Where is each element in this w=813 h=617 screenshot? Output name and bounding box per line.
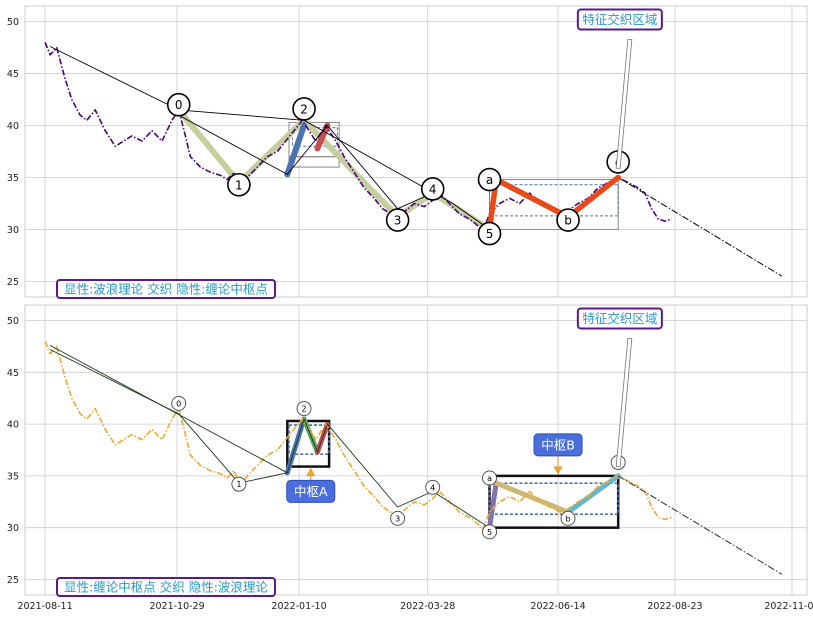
plot-frame [24,5,808,298]
series-line [44,341,672,531]
wave-label-circle [420,177,445,201]
y-tick-label: 30 [7,225,19,236]
wave-label-circle [390,510,406,526]
wave-label: 5 [486,227,494,241]
plot-frame [24,304,808,596]
wave-label: 1 [235,178,243,192]
wave-label-circle [171,395,187,411]
wave-label-circle [477,167,502,192]
wave-label-circle [477,221,502,246]
y-tick-label: 35 [7,471,19,482]
wave-label: a [487,474,492,483]
panel-top: 253035404550012345abc特征交织区域显性:波浪理论 交织 隐性… [7,5,808,299]
x-tick-label: 2022-03-28 [400,601,455,612]
caption-box [56,577,276,597]
zhongshu-arrow-head [553,466,563,475]
y-tick-label: 50 [7,316,19,327]
wave-label: 4 [430,483,435,492]
wave-label: b [566,514,571,523]
y-tick-label: 45 [7,368,19,379]
wave-label-circle [231,476,247,492]
x-tick-label: 2022-11-01 [764,601,813,612]
wave-label-circle [292,97,316,121]
y-tick-label: 40 [7,121,19,132]
wave-label-circle [425,479,441,495]
wave-label-circle [166,92,191,117]
wave-label: 3 [395,514,400,523]
x-tick-label: 2022-01-10 [271,601,326,612]
y-tick-label: 25 [7,277,19,288]
series-line [617,475,783,575]
wave-label: 0 [176,399,181,408]
panel-bottom: 253035404550012345abc中枢A中枢B特征交织区域显性:缠论中枢… [7,304,813,612]
zhongshu-box [489,179,619,230]
plot-background [25,6,807,297]
y-tick-label: 50 [7,17,19,28]
y-tick-label: 35 [7,173,19,184]
annotation-arrow [615,338,633,468]
series-line [49,349,288,484]
zhongshu-label: 中枢A [294,484,328,499]
series-line [617,177,783,277]
wave-segment [565,473,621,515]
wave-segment [493,480,571,515]
x-tick-label: 2021-10-29 [149,601,204,612]
wave-label: 0 [175,98,183,112]
zhongshu-arrow-head [306,468,316,476]
wave-label: 1 [236,480,241,489]
wave-segment [487,480,499,531]
caption-box [56,279,276,299]
wave-label: b [564,214,572,228]
y-tick-label: 40 [7,420,19,431]
wave-label-circle [227,172,251,197]
annotation-box [576,8,663,31]
annotation-label: 特征交织区域 [582,12,657,27]
wave-label: 3 [394,214,402,228]
annotation-label: 特征交织区域 [582,311,657,326]
zhongshu-label-box [533,433,583,457]
annotation-box [576,307,663,330]
y-tick-label: 30 [7,523,19,534]
wave-label-circle [482,524,497,540]
wave-label-circle [560,510,576,526]
x-tick-label: 2021-08-11 [17,601,72,612]
plot-background [25,305,807,595]
abc-wave [486,174,621,233]
x-tick-label: 2022-08-23 [647,601,702,612]
wave-segment [175,106,242,186]
zhongshu-box [286,419,331,468]
annotation-arrow [615,39,633,169]
wave-label: 2 [302,405,307,414]
caption-label: 显性:缠论中枢点 交织 隐性:波浪理论 [64,580,268,595]
plot-area: 012345abc [44,341,783,575]
wave-label: 2 [300,102,308,116]
y-tick-label: 25 [7,575,19,586]
wave-label: a [486,173,493,187]
wave-segment [284,122,307,178]
x-tick-label: 2022-06-14 [530,601,585,612]
zhongshu-label: 中枢B [541,437,575,452]
wave-label: 5 [487,528,492,537]
zhongshu-label-box [286,479,336,503]
y-tick-label: 45 [7,69,19,80]
wave-label-circle [556,208,580,232]
wave-label-circle [482,470,497,486]
series-line [49,345,490,529]
wave-label: 4 [429,182,437,196]
caption-label: 显性:波浪理论 交织 隐性:缠论中枢点 [64,282,268,297]
wave-segment [429,190,493,233]
wave-label-circle [296,401,312,417]
wave-segment [314,122,331,152]
wave-label-circle [385,208,410,232]
series-line [178,114,433,210]
